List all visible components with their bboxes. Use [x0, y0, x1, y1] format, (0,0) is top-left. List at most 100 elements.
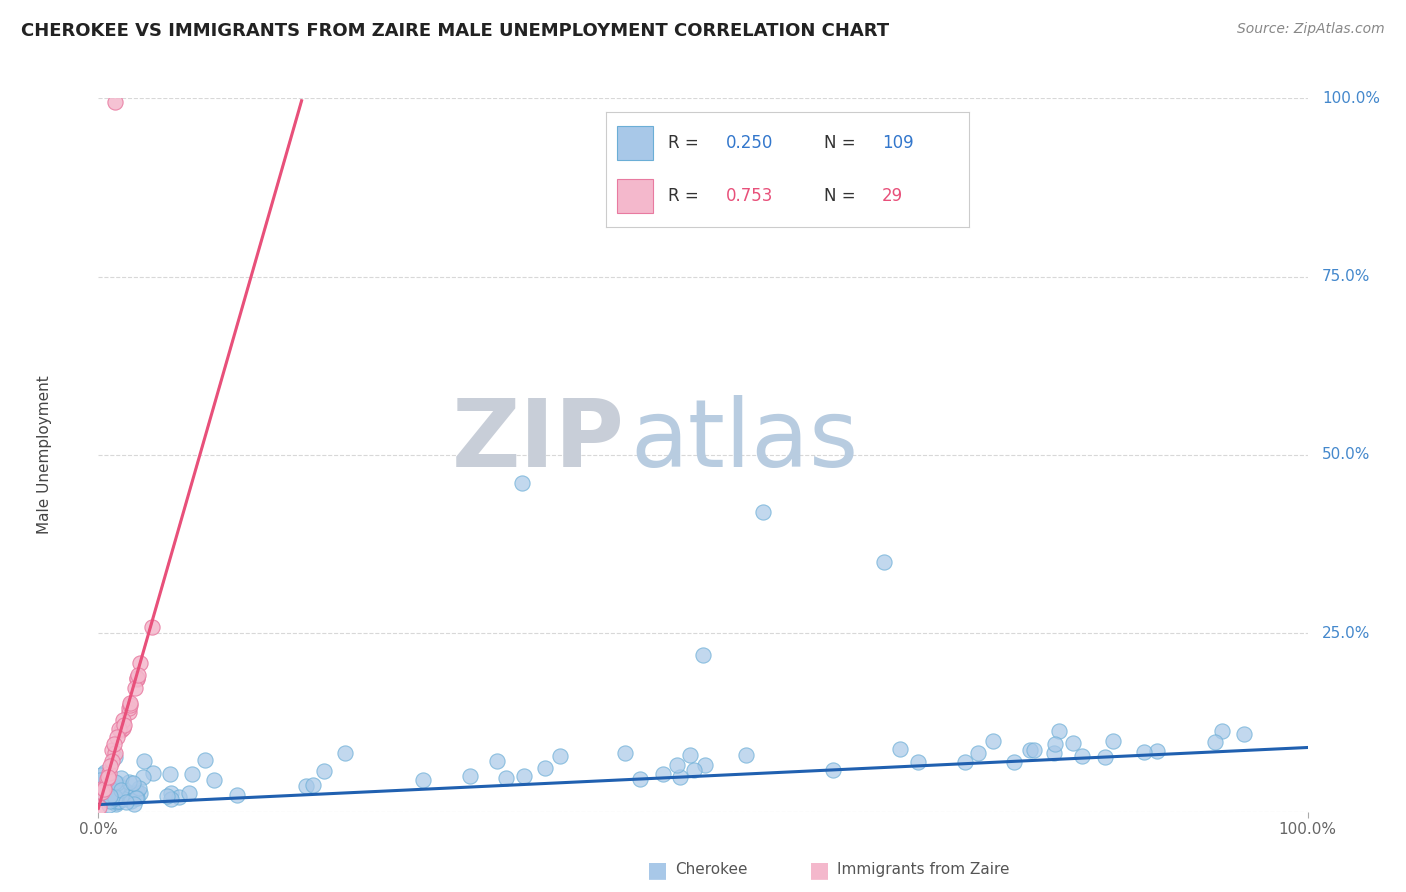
Point: [314, 764, 336, 778]
Point: [93, 781, 115, 796]
Point: [103, 749, 125, 764]
Point: [87, 788, 110, 802]
Text: CHEROKEE VS IMMIGRANTS FROM ZAIRE MALE UNEMPLOYMENT CORRELATION CHART: CHEROKEE VS IMMIGRANTS FROM ZAIRE MALE U…: [21, 22, 889, 40]
Point: [1094, 749, 1116, 764]
Point: [823, 763, 845, 777]
Point: [120, 696, 142, 710]
Point: [125, 791, 148, 805]
Text: N =: N =: [824, 134, 855, 153]
Point: [156, 789, 179, 803]
Point: [160, 791, 183, 805]
Point: [104, 746, 127, 760]
Point: [124, 681, 146, 695]
Point: [104, 790, 127, 805]
Point: [94, 785, 117, 799]
Point: [510, 476, 533, 491]
Point: [128, 781, 150, 796]
Point: [1233, 727, 1256, 741]
Point: [141, 620, 163, 634]
Point: [105, 731, 128, 745]
Point: [169, 790, 191, 805]
Point: [107, 795, 129, 809]
Point: [202, 772, 225, 787]
Point: [111, 721, 134, 735]
Point: [101, 788, 124, 802]
Text: Cherokee: Cherokee: [675, 863, 748, 877]
Text: Male Unemployment: Male Unemployment: [37, 376, 52, 534]
Point: [96, 772, 118, 786]
Point: [1071, 749, 1094, 764]
Point: [692, 648, 714, 662]
Point: [112, 718, 135, 732]
Point: [1019, 743, 1042, 757]
Text: ■: ■: [647, 860, 668, 880]
Point: [121, 788, 143, 802]
Point: [96, 789, 118, 804]
Point: [129, 786, 152, 800]
Point: [177, 786, 200, 800]
Point: [103, 737, 125, 751]
Point: [1062, 736, 1084, 750]
Point: [458, 769, 481, 783]
Point: [87, 799, 110, 814]
Point: [101, 780, 124, 794]
Point: [131, 770, 153, 784]
Point: [101, 743, 124, 757]
Point: [1146, 744, 1168, 758]
Point: [181, 767, 204, 781]
Point: [117, 700, 139, 714]
Point: [628, 772, 651, 786]
Point: [668, 770, 690, 784]
Point: [127, 672, 149, 686]
Point: [125, 790, 148, 805]
Point: [889, 742, 911, 756]
Point: [97, 780, 120, 795]
Point: [1002, 755, 1025, 769]
Point: [104, 791, 127, 805]
Point: [225, 788, 247, 802]
Text: R =: R =: [668, 186, 699, 205]
Point: [955, 755, 977, 769]
Point: [105, 781, 128, 796]
Point: [1204, 735, 1226, 749]
Point: [651, 766, 673, 780]
Point: [665, 758, 688, 772]
Point: [89, 772, 111, 787]
Point: [534, 761, 557, 775]
Point: [90, 785, 112, 799]
Point: [93, 779, 115, 793]
Point: [966, 746, 988, 760]
Point: [97, 797, 120, 812]
Point: [112, 792, 135, 806]
Point: [115, 784, 138, 798]
Point: [127, 671, 149, 685]
Point: [101, 754, 124, 768]
Point: [91, 781, 114, 796]
Point: [127, 785, 149, 799]
Text: atlas: atlas: [630, 394, 859, 487]
Point: [97, 766, 120, 780]
Point: [1047, 723, 1070, 738]
Point: [127, 667, 149, 681]
Point: [97, 792, 120, 806]
Point: [907, 756, 929, 770]
Point: [550, 748, 572, 763]
Point: [512, 769, 534, 783]
Text: Source: ZipAtlas.com: Source: ZipAtlas.com: [1237, 22, 1385, 37]
Text: ■: ■: [808, 860, 830, 880]
Point: [90, 778, 112, 792]
Point: [333, 746, 356, 760]
Point: [695, 758, 717, 772]
Point: [1043, 746, 1066, 760]
Point: [114, 795, 136, 809]
Point: [111, 791, 134, 805]
Text: Immigrants from Zaire: Immigrants from Zaire: [837, 863, 1010, 877]
Point: [108, 786, 131, 800]
Text: 100.0%: 100.0%: [1322, 91, 1381, 105]
Point: [735, 748, 758, 763]
Point: [105, 776, 128, 790]
Point: [98, 794, 121, 808]
Point: [110, 783, 132, 797]
Text: R =: R =: [668, 134, 699, 153]
Point: [100, 781, 122, 796]
